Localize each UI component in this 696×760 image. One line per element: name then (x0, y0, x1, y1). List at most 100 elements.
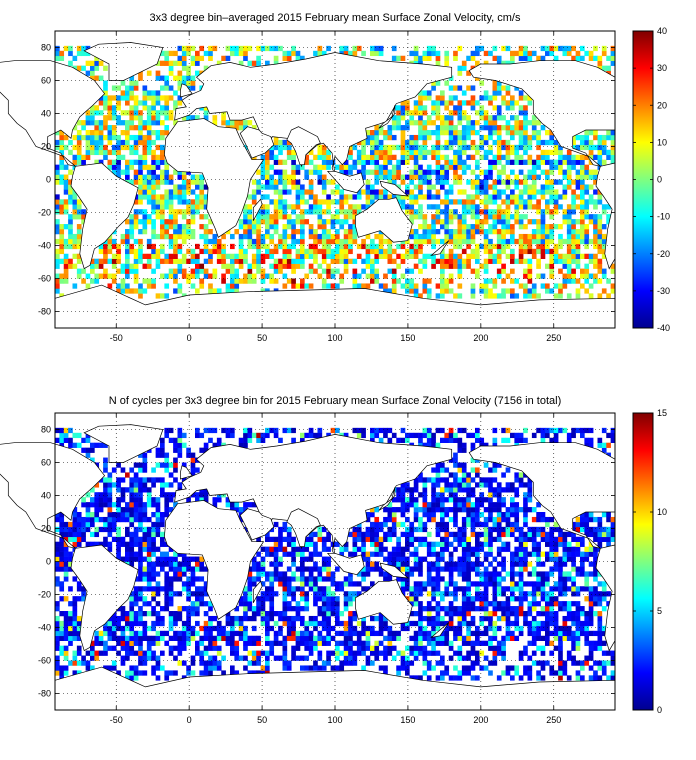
heatmap-cell (173, 184, 178, 190)
heatmap-cell (326, 546, 331, 552)
heatmap-cell (453, 95, 458, 101)
heatmap-cell (129, 665, 135, 671)
heatmap-cell (475, 556, 480, 562)
heatmap-cell (199, 556, 205, 562)
heatmap-cell (444, 283, 450, 289)
heatmap-cell (286, 214, 292, 220)
heatmap-cell (365, 243, 371, 250)
heatmap-cell (496, 169, 502, 175)
heatmap-cell (295, 263, 301, 269)
heatmap-cell (479, 576, 485, 582)
heatmap-cell (308, 551, 314, 557)
heatmap-cell (558, 665, 563, 671)
heatmap-cell (426, 130, 432, 136)
heatmap-cell (330, 233, 336, 240)
heatmap-cell (133, 134, 139, 141)
heatmap-cell (107, 130, 113, 136)
heatmap-cell (173, 60, 178, 66)
heatmap-cell (588, 139, 594, 146)
heatmap-cells (55, 45, 616, 299)
heatmap-cell (501, 248, 506, 255)
heatmap-cell (352, 238, 358, 245)
heatmap-cell (540, 606, 546, 612)
heatmap-cell (562, 546, 568, 552)
heatmap-cell (431, 650, 436, 656)
heatmap-cell (356, 581, 362, 587)
heatmap-cell (107, 105, 113, 111)
heatmap-cell (566, 541, 572, 547)
heatmap-cell (610, 154, 616, 160)
heatmap-cell (295, 248, 301, 255)
heatmap-cell (68, 60, 73, 66)
heatmap-cell (273, 134, 279, 141)
heatmap-cell (146, 566, 152, 572)
heatmap-cell (422, 635, 428, 641)
heatmap-cell (610, 650, 616, 656)
heatmap-cell (151, 541, 156, 547)
heatmap-cell (321, 566, 327, 572)
heatmap-cell (59, 199, 65, 205)
heatmap-cell (177, 184, 183, 190)
heatmap-cell (63, 615, 69, 622)
heatmap-cell (593, 154, 598, 160)
heatmap-cell (479, 95, 485, 101)
heatmap-cell (483, 630, 489, 637)
heatmap-cell (304, 219, 310, 225)
heatmap-cell (470, 144, 476, 151)
heatmap-cell (571, 159, 576, 165)
heatmap-cell (431, 219, 436, 225)
heatmap-cell (317, 144, 323, 151)
heatmap-cell (308, 615, 314, 622)
heatmap-cell (282, 546, 288, 552)
heatmap-cell (81, 214, 86, 220)
heatmap-cell (523, 268, 528, 274)
heatmap-cell (448, 566, 454, 572)
heatmap-cell (107, 95, 113, 101)
heatmap-cell (133, 248, 139, 255)
heatmap-cell (365, 645, 371, 651)
heatmap-cell (422, 120, 428, 126)
heatmap-cell (418, 115, 423, 121)
heatmap-cell (59, 561, 65, 567)
heatmap-cell (597, 630, 603, 637)
heatmap-cell (181, 214, 187, 220)
heatmap-cell (168, 243, 174, 250)
heatmap-cell (173, 630, 178, 637)
heatmap-cell (260, 665, 266, 671)
heatmap-cell (483, 665, 489, 671)
heatmap-cell (453, 243, 458, 250)
heatmap-cell (138, 75, 143, 81)
heatmap-cell (562, 253, 568, 259)
heatmap-cell (400, 243, 406, 250)
heatmap-cell (440, 635, 445, 641)
heatmap-cell (90, 115, 95, 121)
heatmap-cell (488, 243, 493, 250)
heatmap-cell (396, 55, 401, 61)
heatmap-cell (518, 159, 524, 165)
heatmap-cell (173, 169, 178, 175)
heatmap-cell (448, 620, 454, 627)
heatmap-cell (426, 288, 432, 294)
heatmap-cell (321, 50, 327, 57)
heatmap-cell (85, 70, 91, 76)
heatmap-cell (278, 561, 283, 567)
heatmap-cell (527, 561, 533, 567)
heatmap-cell (343, 620, 349, 627)
heatmap-cell (321, 278, 327, 284)
heatmap-cell (129, 229, 135, 235)
heatmap-cell (348, 204, 353, 210)
heatmap-cell (453, 625, 458, 632)
heatmap-cell (208, 288, 213, 294)
heatmap-cell (610, 134, 616, 141)
heatmap-cell (278, 233, 283, 240)
heatmap-cell (501, 238, 506, 245)
heatmap-cell (597, 635, 603, 641)
heatmap-cell (321, 253, 327, 259)
heatmap-cell (173, 243, 178, 250)
heatmap-cell (435, 541, 441, 547)
heatmap-cell (168, 204, 174, 210)
heatmap-cell (536, 645, 541, 651)
heatmap-cell (461, 596, 467, 602)
heatmap-cell (125, 556, 130, 562)
